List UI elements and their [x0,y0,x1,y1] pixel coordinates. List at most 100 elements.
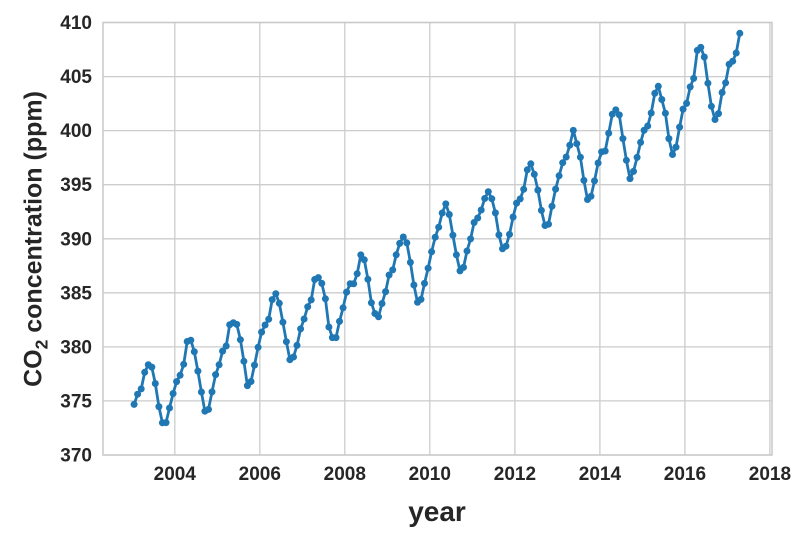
y-axis-label-rest: concentration (ppm) [19,91,48,340]
data-point-marker [612,106,620,114]
data-point-marker [219,347,227,355]
data-point-marker [647,109,655,117]
data-point-marker [360,256,368,264]
y-tick-label-390: 390 [60,229,92,250]
data-point-marker [282,338,290,346]
data-point-marker [548,202,556,210]
data-point-marker [134,390,142,398]
data-point-marker [300,315,308,323]
data-point-marker [704,79,712,87]
data-point-marker [630,167,637,175]
data-point-marker [375,313,382,321]
data-point-marker [205,405,212,413]
y-tick-label-370: 370 [60,446,92,467]
data-point-marker [236,336,244,344]
data-point-marker [332,334,340,342]
data-point-marker [463,247,471,255]
data-point-marker [240,357,248,365]
data-point-marker [254,343,262,351]
data-point-marker [435,223,443,231]
data-point-marker [481,195,489,202]
data-point-marker [417,295,425,303]
data-point-marker [626,175,634,183]
x-tick-label-2006: 2006 [239,464,281,485]
data-point-marker [460,263,467,271]
data-point-marker [520,185,528,193]
data-point-marker [336,317,343,325]
data-point-marker [637,138,645,146]
data-point-marker [141,368,149,376]
data-point-marker [707,102,715,110]
data-point-marker [523,166,531,174]
data-point-marker [661,109,669,117]
data-point-marker [190,348,198,356]
data-point-marker [261,321,269,329]
data-point-marker [658,96,666,103]
data-point-marker [477,206,485,214]
data-point-marker [569,126,577,134]
data-point-marker [268,296,276,304]
data-point-marker [212,371,220,379]
x-tick-label-2018: 2018 [749,464,791,485]
data-point-marker [665,135,673,143]
data-point-marker [700,53,708,61]
y-axis-label: CO2 concentration (ppm) [20,91,53,387]
data-point-marker [516,195,524,203]
data-point-marker [421,279,428,287]
data-point-marker [194,367,202,375]
data-point-marker [615,111,623,119]
data-point-marker [722,79,730,87]
data-point-marker [162,419,170,427]
data-point-marker [396,239,404,247]
data-point-marker [449,231,457,239]
data-point-marker [297,325,305,333]
data-point-marker [506,230,513,238]
data-point-marker [559,159,567,167]
data-point-marker [155,403,163,411]
data-point-marker [736,29,744,37]
data-point-marker [452,251,460,259]
data-point-marker [686,83,694,91]
data-point-marker [265,315,273,323]
data-point-marker [488,195,496,203]
data-point-marker [339,304,347,312]
data-point-marker [180,360,188,368]
data-point-marker [732,49,740,57]
data-point-marker [151,380,159,387]
data-point-marker [406,258,414,266]
data-point-marker [187,336,195,344]
data-point-marker [364,275,372,283]
data-point-marker [495,231,503,239]
y-tick-label-380: 380 [60,337,92,358]
data-point-marker [690,74,698,82]
data-point-marker [530,170,538,178]
data-point-marker [537,206,545,214]
data-point-marker [247,378,255,385]
data-point-marker [697,43,705,51]
data-point-marker [545,220,552,228]
data-point-marker [633,153,641,161]
data-point-marker [321,295,329,303]
data-point-marker [367,299,375,307]
data-point-marker [424,264,432,272]
data-point-marker [580,176,588,184]
data-point-marker [594,159,602,167]
data-point-marker [622,156,630,164]
x-tick-label-2012: 2012 [494,464,536,485]
data-point-marker [173,378,181,386]
y-tick-label-395: 395 [60,175,92,196]
data-point-marker [683,99,691,107]
data-point-marker [392,251,400,259]
data-point-marker [343,288,351,296]
data-point-marker [502,242,510,250]
data-point-marker [293,341,301,349]
y-axis-label-base: CO [19,349,48,387]
data-point-marker [679,105,687,113]
data-point-marker [378,300,386,307]
data-point-marker [484,188,492,196]
data-point-marker [587,192,595,200]
data-point-marker [307,296,315,304]
x-axis-label: year [408,496,466,527]
data-point-marker [527,160,535,168]
